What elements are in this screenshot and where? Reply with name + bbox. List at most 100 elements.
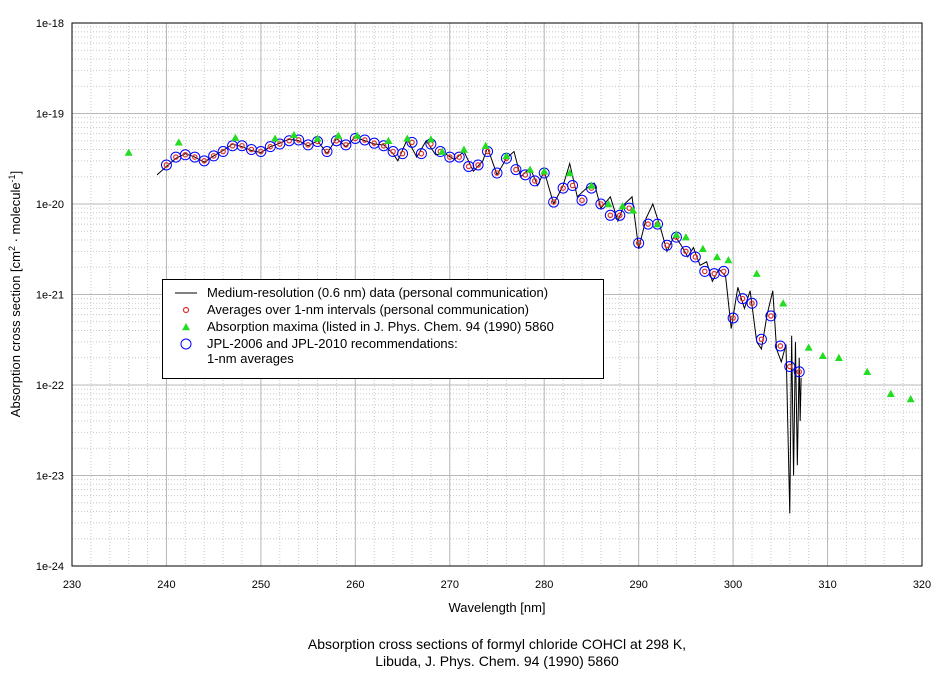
- point: [384, 136, 393, 144]
- point: [737, 293, 749, 305]
- point: [642, 218, 654, 230]
- point: [713, 252, 722, 261]
- x-axis-label: Wavelength [nm]: [448, 600, 545, 615]
- point: [340, 139, 352, 151]
- point: [289, 130, 298, 139]
- point: [472, 159, 484, 171]
- point: [302, 139, 314, 151]
- point: [645, 221, 651, 227]
- point: [255, 146, 267, 158]
- x-tick-label: 240: [157, 579, 175, 591]
- point: [540, 167, 549, 175]
- point: [604, 200, 613, 208]
- point: [863, 367, 872, 375]
- point: [701, 268, 708, 275]
- point: [569, 182, 576, 189]
- point: [587, 181, 596, 189]
- point: [595, 198, 607, 210]
- point: [286, 137, 293, 144]
- point: [526, 165, 535, 173]
- point: [446, 154, 453, 160]
- point: [567, 180, 579, 192]
- x-tick-label: 300: [724, 579, 742, 591]
- point: [271, 134, 280, 142]
- point: [531, 178, 538, 184]
- legend-icon: [175, 292, 197, 294]
- point: [324, 148, 330, 155]
- point: [274, 138, 286, 150]
- point: [321, 146, 333, 158]
- legend-label: Averages over 1-nm intervals (personal c…: [207, 302, 530, 317]
- legend-entry: JPL-2006 and JPL-2010 recommendations: 1…: [167, 336, 603, 366]
- point: [720, 268, 727, 275]
- y-axis-label-superscript: 2: [7, 246, 17, 251]
- y-tick-label: 1e-23: [36, 471, 64, 483]
- x-tick-label: 250: [252, 579, 270, 591]
- point: [397, 148, 409, 160]
- point: [189, 151, 201, 163]
- legend-icon: [180, 338, 192, 350]
- legend-label: Medium-resolution (0.6 nm) data (persona…: [207, 285, 549, 300]
- point: [453, 151, 465, 163]
- point: [664, 242, 670, 249]
- y-axis-label-part: ]: [8, 171, 23, 175]
- point: [755, 333, 767, 345]
- point: [765, 310, 777, 322]
- point: [519, 169, 531, 181]
- grid: [71, 22, 923, 567]
- point: [293, 134, 305, 146]
- point: [626, 205, 633, 211]
- marks: [124, 130, 915, 514]
- legend-symbol: [182, 323, 190, 331]
- point: [305, 142, 311, 148]
- point: [174, 138, 183, 146]
- point: [229, 142, 236, 149]
- x-tick-label: 310: [818, 579, 836, 591]
- point: [124, 148, 133, 156]
- legend-icon: [182, 306, 190, 314]
- y-tick-label: 1e-22: [36, 380, 64, 392]
- y-tick-label: 1e-24: [36, 561, 64, 573]
- legend-symbol: [180, 338, 192, 350]
- point: [513, 166, 519, 173]
- x-tick-label: 260: [346, 579, 364, 591]
- point: [784, 361, 796, 373]
- x-tick-label: 270: [441, 579, 459, 591]
- point: [724, 256, 733, 264]
- point: [711, 270, 718, 277]
- point: [576, 194, 588, 206]
- point: [529, 175, 541, 187]
- point: [248, 146, 255, 153]
- y-tick-label: 1e-19: [36, 109, 64, 121]
- point: [160, 159, 172, 171]
- point: [267, 143, 274, 150]
- point: [198, 155, 210, 167]
- point: [361, 137, 368, 143]
- y-tick-label: 1e-20: [36, 199, 64, 211]
- point: [494, 170, 500, 176]
- point: [201, 158, 208, 164]
- y-axis-label-part: · molecule: [8, 182, 23, 246]
- point: [786, 363, 793, 370]
- y-axis-label: Absorption cross section [cm2 · molecule…: [7, 171, 23, 417]
- legend-symbol: [182, 306, 190, 314]
- point: [390, 148, 396, 155]
- point: [698, 244, 707, 252]
- point: [191, 154, 198, 160]
- point: [565, 169, 574, 177]
- point: [746, 297, 758, 309]
- point: [406, 136, 418, 148]
- point: [579, 197, 585, 204]
- point: [210, 153, 217, 159]
- point: [459, 145, 468, 153]
- point: [491, 167, 503, 179]
- chart-title: Absorption cross sections of formyl chlo…: [307, 636, 687, 669]
- point: [510, 164, 522, 176]
- point: [560, 185, 566, 191]
- point: [796, 368, 803, 375]
- point: [692, 254, 699, 260]
- point: [681, 233, 690, 241]
- point: [163, 162, 170, 168]
- point: [598, 201, 604, 207]
